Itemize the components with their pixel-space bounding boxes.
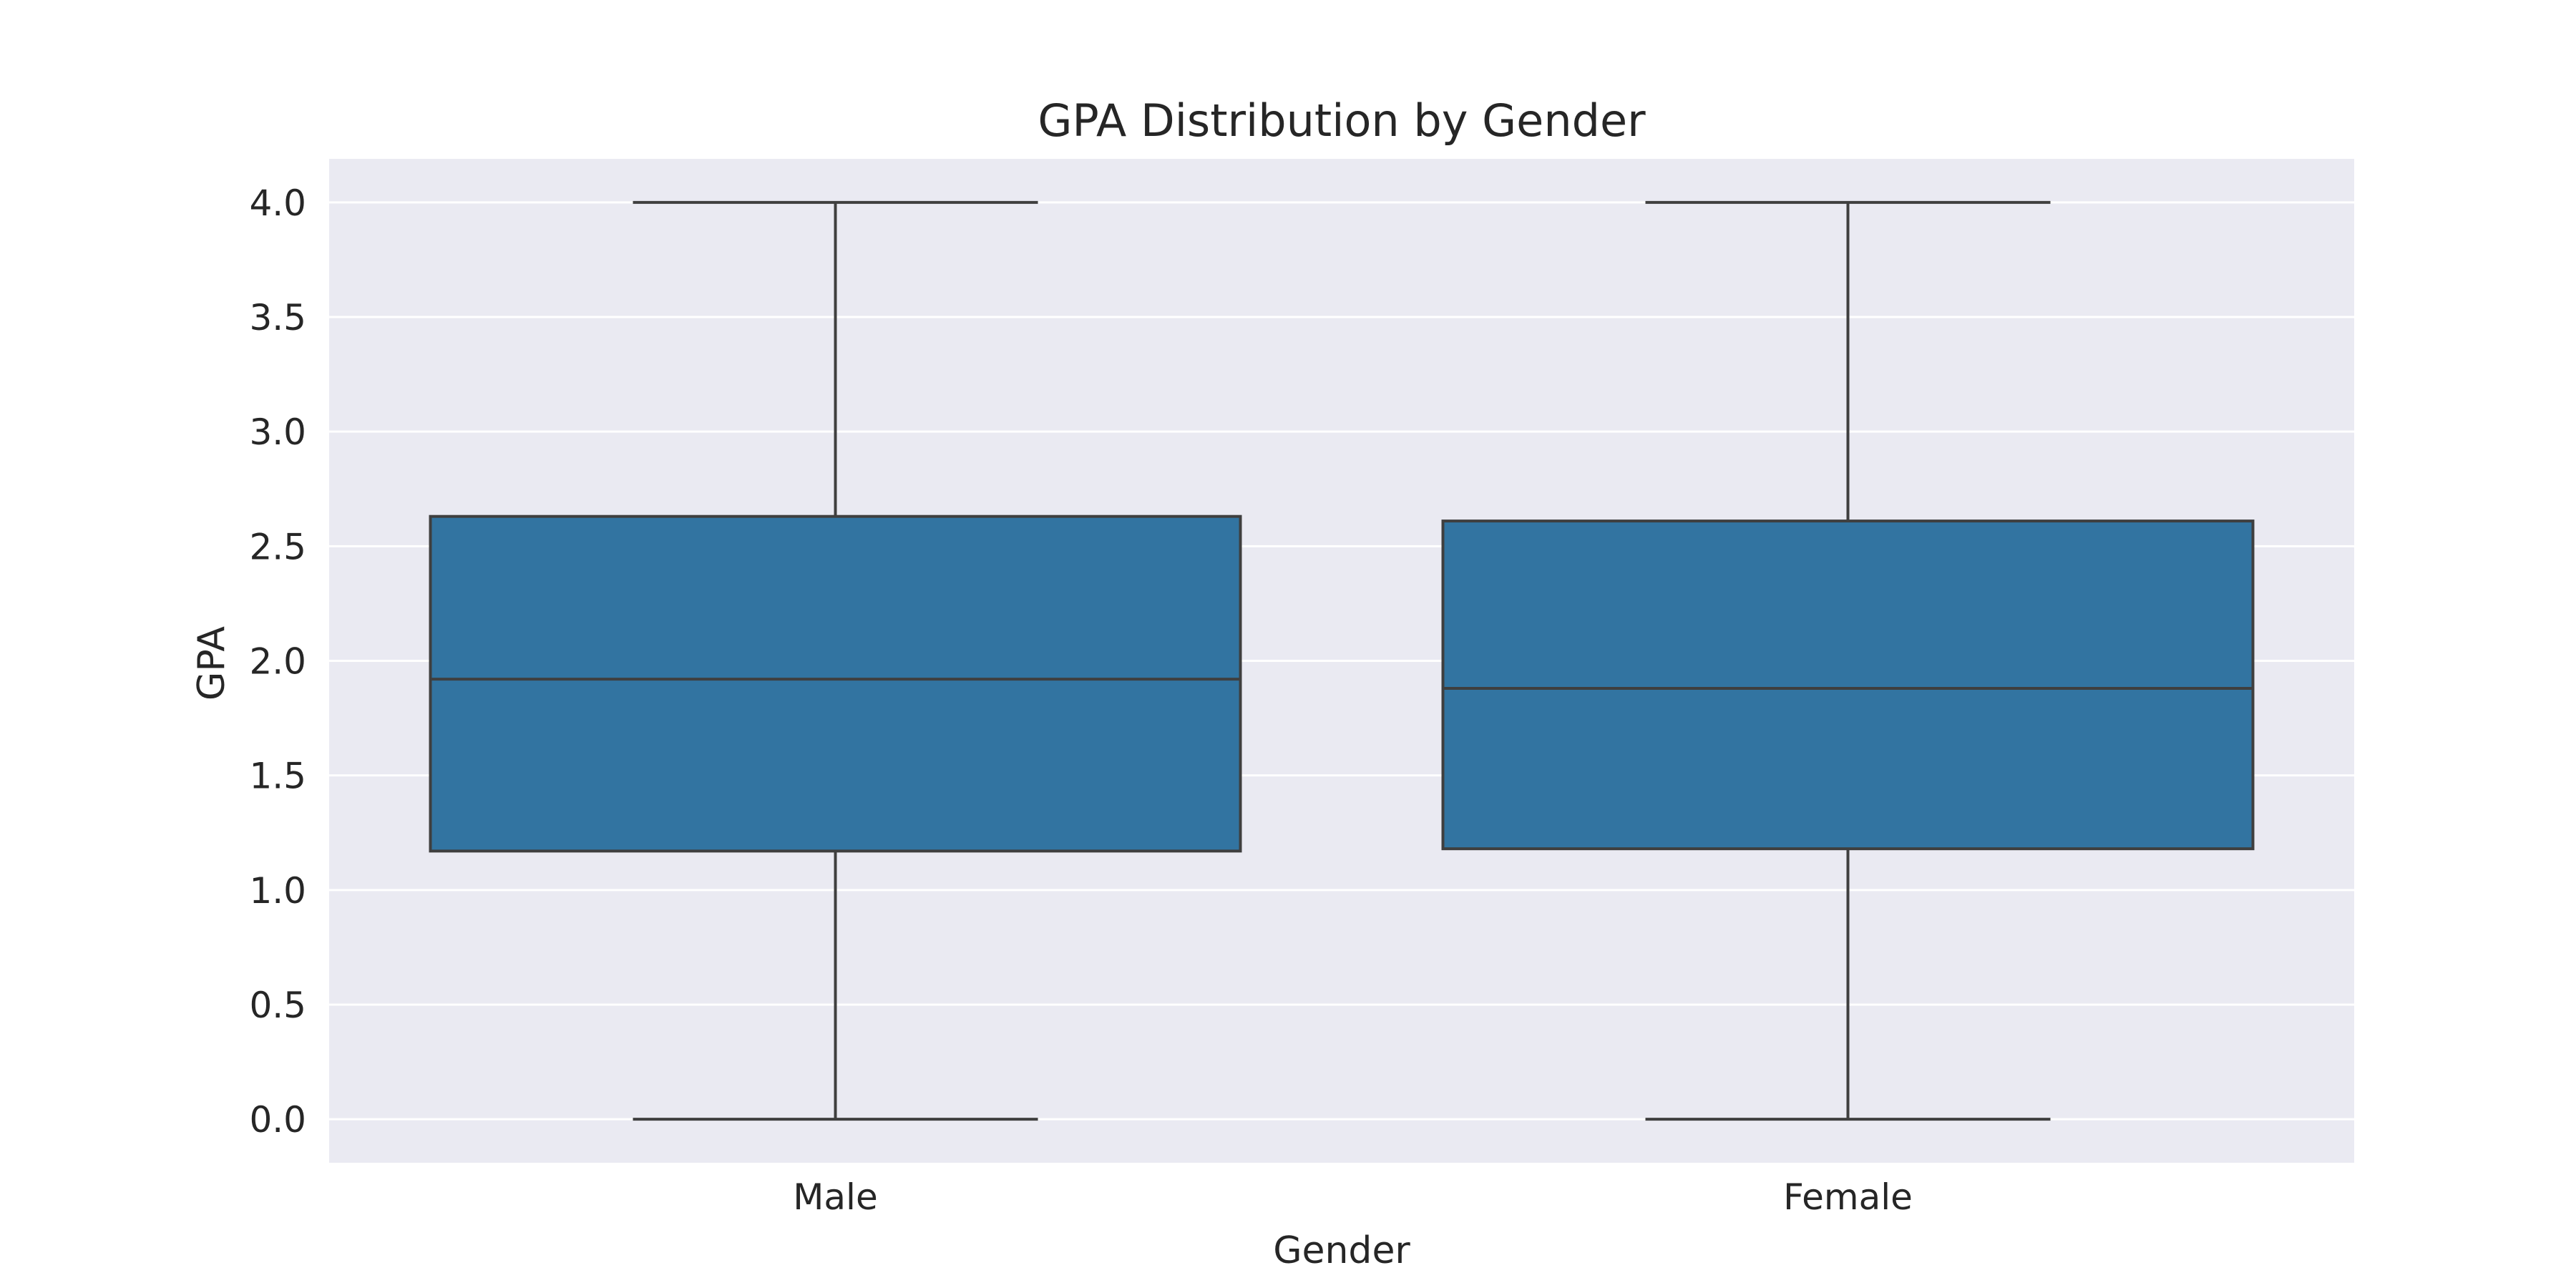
iqr-box: [1441, 519, 2255, 851]
x-tick-label: Male: [793, 1176, 877, 1218]
box-elements: [429, 200, 2255, 1121]
x-tick-labels: Male Female: [793, 1176, 1913, 1218]
chart-title: GPA Distribution by Gender: [1038, 94, 1646, 147]
x-axis-label: Gender: [1273, 1229, 1410, 1272]
y-tick-label: 2.0: [249, 641, 306, 683]
y-tick-labels: 0.0 0.5 1.0 1.5 2.0 2.5 3.0 3.5 4.0: [249, 182, 306, 1141]
y-tick-label: 0.5: [249, 985, 306, 1026]
y-tick-label: 0.0: [249, 1099, 306, 1141]
y-tick-label: 4.0: [249, 182, 306, 224]
y-tick-label: 1.0: [249, 870, 306, 912]
y-tick-label: 2.5: [249, 526, 306, 567]
box-group-female: [1441, 200, 2255, 1121]
x-tick-label: Female: [1783, 1176, 1913, 1218]
y-axis-label: GPA: [190, 626, 233, 701]
y-tick-label: 1.5: [249, 756, 306, 797]
iqr-box: [429, 514, 1242, 853]
y-tick-label: 3.5: [249, 297, 306, 338]
box-group-male: [429, 200, 1242, 1121]
y-tick-label: 3.0: [249, 411, 306, 453]
